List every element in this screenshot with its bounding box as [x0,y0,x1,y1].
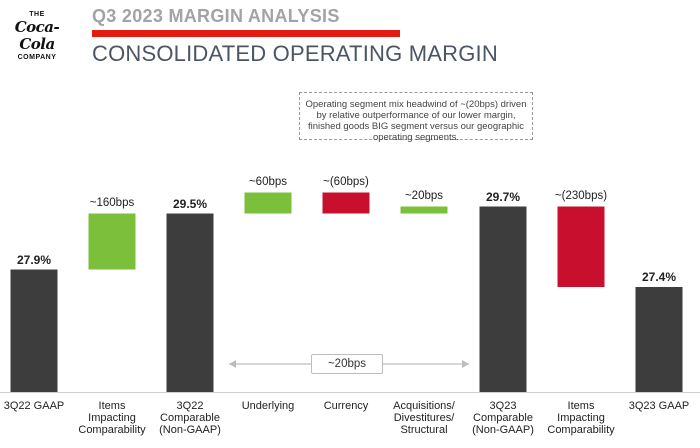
logo-script-text: Coca-Cola [14,18,60,53]
category-label-5: Currency [323,400,369,412]
category-label-7: 3Q23 Comparable (Non-GAAP) [472,400,534,436]
logo-bottom-text: COMPANY [17,54,57,61]
bar-5-decrease [322,192,370,214]
data-label-8: ~(230bps) [554,189,608,202]
data-label-1: 27.9% [16,252,52,267]
bar-7-total [479,206,527,392]
data-label-7: 29.7% [485,189,521,204]
data-label-4: ~60bps [248,175,288,188]
data-label-6: ~20bps [404,189,444,202]
bar-2-increase [88,213,136,270]
data-label-3: 29.5% [172,196,208,211]
category-label-6: Acquisitions/Divestitures/Structural [393,400,455,436]
data-label-5: ~(60bps) [323,175,369,188]
category-label-8: Items Impacting Comparability [547,400,615,436]
bar-8-decrease [557,206,605,287]
bar-9-total [635,287,683,392]
bar-4-increase [244,192,292,214]
category-label-4: Underlying [241,400,295,412]
category-label-9: 3Q23 GAAP [628,400,690,412]
category-label-1: 3Q22 GAAP [3,400,65,412]
data-label-9: 27.4% [641,270,677,284]
accent-bar [92,30,400,37]
page-subtitle: Q3 2023 MARGIN ANALYSIS [92,6,340,26]
bar-1-total [10,269,58,392]
data-label-2: ~160bps [89,196,135,209]
category-label-2: Items Impacting Comparability [78,400,146,436]
coca-cola-logo: THE Coca-Cola COMPANY [4,10,70,62]
segment-mix-annotation: Operating segment mix headwind of ~(20bp… [299,92,533,143]
logo-top-text: THE [29,11,45,18]
page-title: CONSOLIDATED OPERATING MARGIN [92,41,498,66]
range-bracket-label: ~20bps [311,354,383,374]
bar-3-total [166,213,214,392]
bar-6-increase [400,206,448,214]
category-label-3: 3Q22 Comparable (Non-GAAP) [159,400,221,436]
